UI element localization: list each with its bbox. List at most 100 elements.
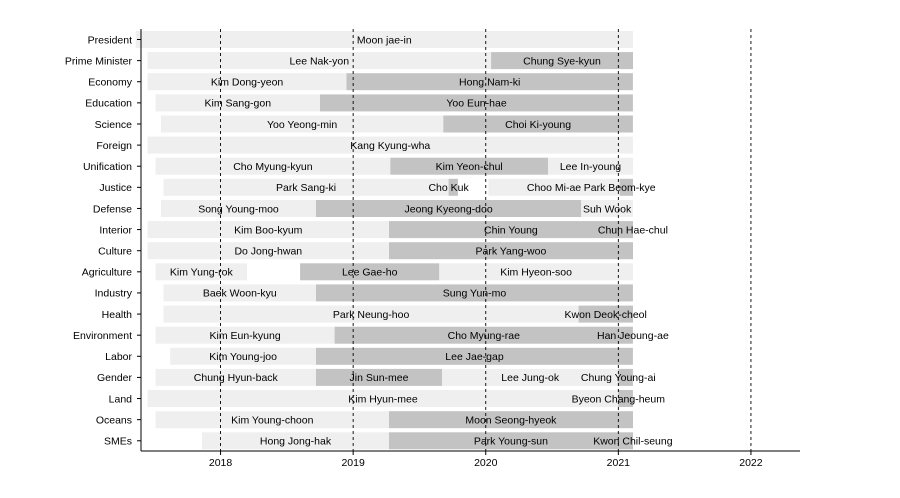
term-bar	[147, 52, 491, 70]
minister-label: Moon Seong-hyeok	[465, 415, 557, 427]
term-bar	[346, 73, 633, 91]
minister-label: Yoo Eun-hae	[446, 98, 506, 110]
minister-label: Sung Yun-mo	[443, 288, 507, 300]
x-tick-label: 2022	[739, 457, 763, 469]
category-label: Education	[85, 98, 132, 110]
grid-layer	[220, 29, 752, 451]
term-bar	[300, 263, 440, 281]
minister-label: Kwon Deok-cheol	[565, 309, 647, 321]
term-bar	[155, 94, 320, 112]
minister-label: Suh Wook	[583, 203, 632, 215]
term-bar	[390, 157, 549, 175]
term-bar	[389, 242, 633, 260]
term-bar	[163, 178, 449, 196]
term-bar	[316, 200, 582, 217]
term-bar	[581, 200, 633, 217]
minister-label: Kwon Chil-seung	[593, 436, 673, 448]
minister-label: Park Beom-kye	[584, 182, 656, 194]
term-bar	[155, 263, 248, 281]
term-bar	[316, 284, 633, 302]
category-label: Culture	[98, 246, 132, 258]
minister-label: Han Jeoung-ae	[597, 330, 669, 342]
minister-label: Hong Jong-hak	[260, 436, 332, 448]
term-bar	[155, 411, 389, 429]
minister-label: Park Sang-ki	[276, 182, 336, 194]
term-bar	[443, 115, 633, 133]
term-bar	[160, 200, 316, 217]
term-bar	[389, 411, 633, 429]
minister-label: Moon jae-in	[357, 34, 412, 46]
term-bar	[619, 178, 633, 196]
minister-label: Cho Myung-kyun	[233, 161, 313, 173]
minister-label: Chung Hyun-back	[194, 372, 279, 384]
category-label: Defense	[93, 203, 132, 215]
minister-label: Chin Young	[484, 224, 538, 236]
x-tick-label: 2019	[341, 457, 365, 469]
minister-label: Kim Sang-gon	[205, 98, 272, 110]
term-bar	[316, 368, 442, 386]
minister-label: Lee Jung-ok	[501, 372, 560, 384]
category-label: Science	[95, 119, 133, 131]
minister-label: Park Neung-hoo	[333, 309, 410, 321]
term-bar	[334, 326, 633, 344]
term-bar	[170, 347, 317, 365]
minister-label: Lee Gae-ho	[342, 267, 398, 279]
minister-label: Kim Boo-kyum	[234, 224, 303, 236]
term-bar	[147, 390, 619, 407]
x-tick-label: 2018	[209, 457, 233, 469]
term-bar	[439, 263, 633, 281]
x-tick-label: 2020	[474, 457, 498, 469]
labels-layer: Moon jae-in Lee Nak-yon Chung Sye-kyun Kim …	[170, 34, 673, 447]
category-label: Economy	[88, 77, 133, 89]
minister-label: Chun Hae-chul	[598, 224, 668, 236]
minister-label: Park Yang-woo	[475, 246, 546, 258]
term-bar	[488, 178, 620, 196]
term-bar	[155, 157, 391, 175]
minister-label: Kim Young-joo	[209, 351, 277, 363]
minister-label: Song Young-moo	[198, 203, 279, 215]
term-bar	[320, 94, 633, 112]
minister-label: Lee Jae-gap	[445, 351, 504, 363]
minister-label: Cho Myung-rae	[448, 330, 521, 342]
minister-label: Choo Mi-ae	[527, 182, 581, 194]
category-label: Agriculture	[82, 267, 132, 279]
term-bar	[147, 221, 389, 239]
category-label: Justice	[99, 182, 132, 194]
category-label: Environment	[73, 330, 132, 342]
minister-label: Jin Sun-mee	[350, 372, 409, 384]
minister-label: Do Jong-hwan	[234, 246, 302, 258]
term-bar	[147, 136, 633, 154]
minister-label: Kim Young-choon	[231, 415, 313, 427]
category-label: Gender	[97, 372, 133, 384]
term-bar	[618, 390, 633, 407]
term-bar	[618, 368, 633, 386]
minister-label: Lee In-young	[560, 161, 621, 173]
term-bar	[160, 115, 444, 133]
category-label: Land	[109, 393, 133, 405]
axes-layer: 2018 2019 2020 2021 2022 President Prime Minis…	[65, 29, 800, 469]
minister-label: Hong Nam-ki	[459, 77, 520, 89]
minister-label: Byeon Chang-heum	[572, 393, 666, 405]
term-bar	[147, 73, 347, 91]
minister-label: Park Young-sun	[474, 436, 548, 448]
category-label: SMEs	[104, 436, 132, 448]
term-bar	[448, 178, 458, 196]
minister-label: Kim Hyun-mee	[348, 393, 418, 405]
minister-label: Chung Young-ai	[581, 372, 656, 384]
minister-label: Yoo Yeong-min	[267, 119, 337, 131]
category-label: Labor	[105, 351, 132, 363]
term-bar	[163, 305, 579, 323]
minister-label: Jeong Kyeong-doo	[405, 203, 493, 215]
minister-label: Kim Yeon-chul	[436, 161, 503, 173]
minister-label: Kim Dong-yeon	[211, 77, 284, 89]
minister-label: Chung Sye-kyun	[523, 55, 601, 67]
minister-label: Cho Kuk	[428, 182, 469, 194]
minister-label: Choi Ki-young	[505, 119, 571, 131]
x-tick-label: 2021	[607, 457, 631, 469]
minister-label: Baek Woon-kyu	[203, 288, 277, 300]
category-label: Health	[102, 309, 133, 321]
minister-label: Kang Kyung-wha	[350, 140, 430, 152]
term-bar	[389, 432, 633, 450]
category-label: Interior	[99, 224, 132, 236]
